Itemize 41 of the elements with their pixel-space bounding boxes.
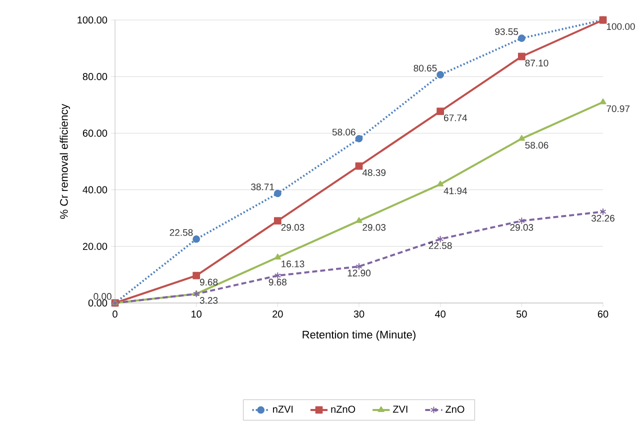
x-tick-label: 50 xyxy=(516,310,527,318)
legend-label: ZVI xyxy=(392,406,408,413)
y-tick-label: 80.00 xyxy=(82,73,108,80)
x-axis-title: Retention time (Minute) xyxy=(302,330,416,341)
data-label: 29.03 xyxy=(362,224,386,231)
legend-label: ZnO xyxy=(446,406,464,413)
legend-label: nZVI xyxy=(273,406,293,413)
data-label: 3.23 xyxy=(200,297,218,304)
y-tick-label: 0.00 xyxy=(88,299,108,307)
data-label: 12.90 xyxy=(348,270,371,276)
x-tick-label: 0 xyxy=(112,310,118,318)
y-tick-label: 40.00 xyxy=(82,186,108,194)
y-tick-label: 100.00 xyxy=(78,16,108,24)
data-label: 9.68 xyxy=(268,278,287,286)
data-label: 87.10 xyxy=(525,60,548,66)
data-label: 48.39 xyxy=(362,169,386,176)
data-label: 29.03 xyxy=(510,224,534,231)
y-axis-title: % Cr removal efficiency xyxy=(60,104,70,219)
x-tick-label: 20 xyxy=(272,310,283,318)
data-label: 80.65 xyxy=(414,64,437,72)
data-label: 70.97 xyxy=(606,105,630,112)
data-label: 16.13 xyxy=(282,260,304,268)
data-label: 29.03 xyxy=(281,224,304,231)
data-label: 58.06 xyxy=(332,128,356,136)
data-label: 67.74 xyxy=(444,114,468,122)
data-label: 93.55 xyxy=(495,28,518,36)
x-tick-label: 40 xyxy=(435,310,446,318)
y-tick-label: 60.00 xyxy=(82,130,108,137)
legend-label: nZnO xyxy=(331,406,356,413)
data-label: 22.58 xyxy=(428,242,452,250)
data-label: 9.68 xyxy=(200,278,218,286)
x-tick-label: 60 xyxy=(598,310,608,318)
data-label: 41.94 xyxy=(444,188,468,194)
data-label: 22.58 xyxy=(170,229,193,236)
y-tick-label: 20.00 xyxy=(82,242,108,250)
data-label: 58.06 xyxy=(525,142,548,149)
data-label: 32.26 xyxy=(591,214,614,222)
x-tick-label: 10 xyxy=(192,310,202,318)
data-label: 100.00 xyxy=(606,23,635,30)
data-label: 38.71 xyxy=(251,184,274,190)
x-tick-label: 30 xyxy=(354,310,364,318)
